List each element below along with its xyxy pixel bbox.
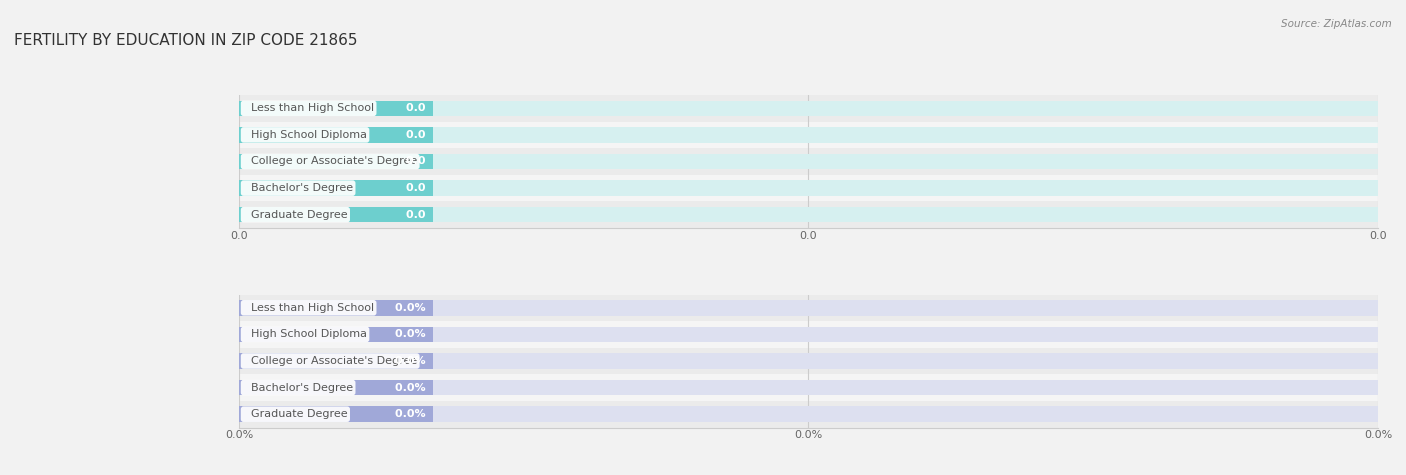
Bar bbox=[239, 300, 433, 315]
Bar bbox=[239, 401, 1378, 428]
Bar bbox=[239, 180, 433, 196]
Text: 0.0: 0.0 bbox=[406, 103, 429, 114]
Text: 0.0%: 0.0% bbox=[395, 382, 429, 393]
Text: 0.0: 0.0 bbox=[406, 209, 429, 220]
Bar bbox=[239, 101, 433, 116]
Text: 0.0: 0.0 bbox=[406, 156, 429, 167]
Text: College or Associate's Degree: College or Associate's Degree bbox=[243, 156, 416, 167]
Bar bbox=[239, 154, 433, 169]
Text: Bachelor's Degree: Bachelor's Degree bbox=[243, 183, 353, 193]
Bar bbox=[239, 407, 433, 422]
Text: 0.0%: 0.0% bbox=[395, 409, 429, 419]
Text: Graduate Degree: Graduate Degree bbox=[243, 409, 347, 419]
Text: 0.0%: 0.0% bbox=[395, 303, 429, 313]
Bar bbox=[239, 207, 433, 222]
Bar bbox=[239, 101, 1378, 116]
Bar bbox=[239, 327, 433, 342]
Bar bbox=[239, 95, 1378, 122]
Text: 0.0: 0.0 bbox=[406, 130, 429, 140]
Text: High School Diploma: High School Diploma bbox=[243, 329, 367, 340]
Text: Bachelor's Degree: Bachelor's Degree bbox=[243, 382, 353, 393]
Text: High School Diploma: High School Diploma bbox=[243, 130, 367, 140]
Bar bbox=[239, 374, 1378, 401]
Bar bbox=[239, 294, 1378, 321]
Text: FERTILITY BY EDUCATION IN ZIP CODE 21865: FERTILITY BY EDUCATION IN ZIP CODE 21865 bbox=[14, 33, 357, 48]
Bar bbox=[239, 127, 433, 142]
Bar bbox=[239, 321, 1378, 348]
Text: 0.0%: 0.0% bbox=[395, 329, 429, 340]
Text: Graduate Degree: Graduate Degree bbox=[243, 209, 347, 220]
Bar bbox=[239, 154, 1378, 169]
Bar bbox=[239, 348, 1378, 374]
Text: Source: ZipAtlas.com: Source: ZipAtlas.com bbox=[1281, 19, 1392, 29]
Bar bbox=[239, 148, 1378, 175]
Text: 0.0%: 0.0% bbox=[395, 356, 429, 366]
Text: College or Associate's Degree: College or Associate's Degree bbox=[243, 356, 416, 366]
Bar bbox=[239, 127, 1378, 142]
Bar bbox=[239, 180, 1378, 196]
Bar bbox=[239, 380, 1378, 395]
Bar bbox=[239, 175, 1378, 201]
Bar bbox=[239, 407, 1378, 422]
Text: Less than High School: Less than High School bbox=[243, 303, 374, 313]
Bar bbox=[239, 207, 1378, 222]
Bar bbox=[239, 353, 433, 369]
Bar bbox=[239, 201, 1378, 228]
Bar bbox=[239, 380, 433, 395]
Bar bbox=[239, 122, 1378, 148]
Bar bbox=[239, 300, 1378, 315]
Bar bbox=[239, 353, 1378, 369]
Bar bbox=[239, 327, 1378, 342]
Text: 0.0: 0.0 bbox=[406, 183, 429, 193]
Text: Less than High School: Less than High School bbox=[243, 103, 374, 114]
